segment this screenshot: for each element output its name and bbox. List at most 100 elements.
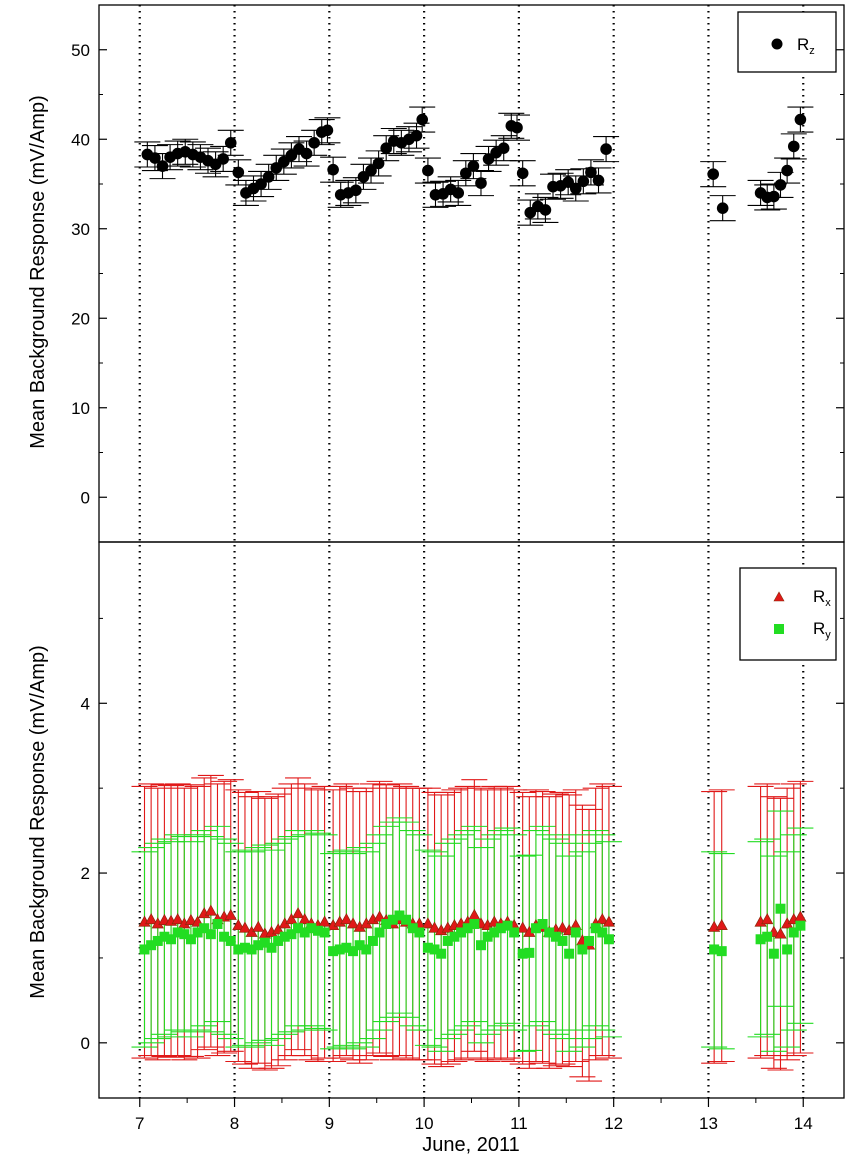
ry-point — [239, 942, 250, 953]
x-tick-label: 7 — [135, 1114, 144, 1133]
top-legend-box — [737, 11, 837, 73]
ry-point — [456, 927, 467, 938]
rx-point — [373, 910, 386, 922]
ry-point — [716, 946, 727, 957]
rz-point — [149, 152, 161, 164]
rz-point — [497, 142, 510, 154]
rz-point — [224, 137, 237, 149]
x-tick-label: 11 — [510, 1114, 528, 1133]
rz-point — [300, 147, 313, 160]
ry-point — [762, 931, 773, 942]
rz-point — [255, 178, 267, 190]
rx-point — [204, 904, 217, 916]
ry-point — [502, 920, 513, 931]
rz-point — [707, 168, 719, 180]
ry-point — [279, 931, 290, 942]
rz-point — [321, 124, 334, 137]
rx-point — [516, 921, 529, 933]
rz-point — [794, 113, 807, 126]
legend-label-rx: Rx — [813, 587, 831, 609]
legend-label-rz: Rz — [797, 35, 815, 57]
ry-point — [557, 935, 568, 946]
ry-point — [482, 931, 493, 942]
rx-point — [184, 913, 198, 925]
rx-point — [596, 913, 609, 925]
ry-point — [755, 934, 766, 945]
ry-point — [328, 946, 339, 957]
x-tick-label: 14 — [794, 1114, 813, 1133]
rx-point — [272, 923, 285, 935]
ry-point — [381, 918, 392, 929]
ry-point — [570, 927, 581, 938]
rx-point — [715, 918, 728, 931]
rz-point — [410, 129, 423, 142]
rx-point — [232, 918, 245, 931]
rz-point — [781, 164, 793, 177]
ry-point — [442, 935, 453, 946]
rz-point — [539, 204, 552, 216]
rz-point — [475, 177, 487, 189]
rz-point — [422, 164, 434, 177]
ry-point — [219, 931, 230, 942]
legend-marker-rz — [771, 38, 783, 50]
ry-point — [367, 935, 378, 946]
rx-point — [291, 907, 305, 919]
x-tick-label: 8 — [230, 1114, 239, 1133]
bottom-legend-box — [739, 567, 837, 661]
ry-point — [205, 929, 216, 940]
rx-point — [298, 913, 311, 925]
rx-point — [145, 913, 158, 925]
ry-point — [166, 934, 177, 945]
rz-point — [787, 140, 800, 153]
top-y-tick-label: 20 — [71, 309, 90, 328]
ry-point — [584, 935, 595, 946]
rz-point — [569, 182, 582, 195]
top-y-tick-label: 50 — [71, 41, 90, 60]
ry-point — [306, 923, 317, 934]
rx-point — [428, 921, 441, 933]
ry-point — [603, 934, 614, 945]
ry-point — [788, 927, 799, 938]
rz-point — [467, 160, 480, 172]
ry-point — [768, 948, 779, 959]
rz-point — [350, 184, 362, 197]
ry-point — [429, 944, 440, 955]
ry-point — [293, 923, 304, 934]
ry-point — [246, 944, 257, 955]
rz-point — [516, 167, 529, 180]
ry-point — [199, 923, 210, 934]
ry-point — [530, 923, 541, 934]
ry-point — [312, 925, 323, 936]
ry-point — [475, 940, 486, 951]
ry-point — [361, 944, 372, 955]
ry-point — [517, 948, 528, 959]
rz-point — [416, 113, 429, 126]
rx-point — [340, 913, 353, 925]
ry-point — [212, 918, 223, 929]
top-y-tick-label: 40 — [71, 130, 90, 149]
rx-point — [421, 917, 434, 929]
ry-point — [597, 927, 608, 938]
rx-point — [224, 908, 237, 920]
ry-point — [334, 944, 345, 955]
ry-point — [273, 935, 284, 946]
rx-point — [556, 921, 569, 933]
rz-point — [365, 164, 377, 177]
rz-point — [460, 167, 472, 180]
ry-point — [795, 920, 806, 931]
ry-point — [782, 944, 793, 955]
bottom-y-axis-title: Mean Background Response (mV/Amp) — [27, 645, 49, 999]
rz-point — [592, 174, 605, 187]
rx-point — [774, 927, 787, 939]
ry-point — [139, 944, 150, 955]
ry-point — [462, 923, 473, 934]
rx-point — [285, 913, 298, 925]
ry-point — [192, 927, 203, 938]
x-tick-label: 9 — [325, 1114, 334, 1133]
bottom-y-tick-label: 4 — [81, 694, 90, 713]
ry-point — [544, 927, 555, 938]
ry-point — [253, 940, 264, 951]
ry-point — [414, 927, 425, 938]
x-tick-label: 13 — [699, 1114, 718, 1133]
